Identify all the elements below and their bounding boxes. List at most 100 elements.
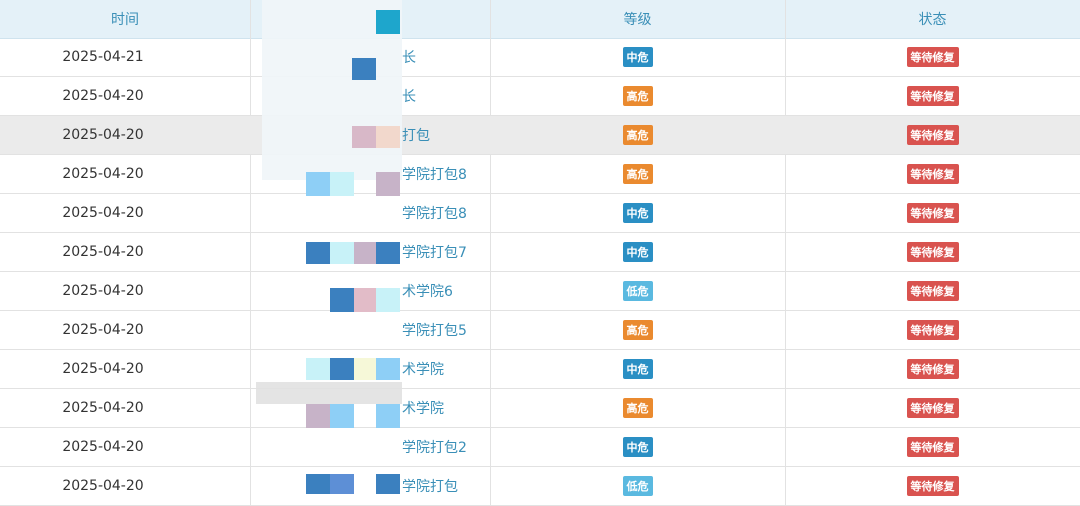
table-row: 2025-04-20 学院打包2 中危 等待修复	[0, 428, 1080, 467]
status-cell: 等待修复	[785, 194, 1080, 232]
status-cell: 等待修复	[785, 272, 1080, 310]
status-badge: 等待修复	[906, 125, 959, 145]
level-cell: 中危	[490, 233, 785, 271]
divider	[490, 0, 491, 506]
blur	[376, 358, 400, 380]
status-cell: 等待修复	[785, 311, 1080, 349]
blur	[330, 242, 354, 264]
divider	[785, 0, 786, 506]
level-cell: 高危	[490, 77, 785, 115]
status-badge: 等待修复	[906, 86, 959, 106]
blur	[306, 242, 330, 264]
level-cell: 中危	[490, 428, 785, 466]
name-cell: 长	[402, 89, 416, 105]
time-cell: 2025-04-20	[62, 244, 144, 260]
header-cell: 等级	[623, 12, 652, 28]
blur	[330, 474, 354, 494]
status-cell: 等待修复	[785, 77, 1080, 115]
blur	[352, 58, 376, 80]
level-badge: 低危	[622, 476, 653, 496]
time-cell: 2025-04-20	[62, 205, 144, 221]
level-cell: 高危	[490, 389, 785, 427]
table-row: 2025-04-20 术学院 高危 等待修复	[0, 389, 1080, 428]
time-cell: 2025-04-20	[62, 361, 144, 377]
name-cell: 学院打包2	[402, 440, 467, 456]
blur	[306, 404, 330, 428]
table-row: 2025-04-20 术学院6 低危 等待修复	[0, 272, 1080, 311]
name-cell: 打包	[402, 128, 430, 144]
time-cell: 2025-04-20	[62, 166, 144, 182]
table-row: 2025-04-20 学院打包5 高危 等待修复	[0, 311, 1080, 350]
name-cell: 学院打包5	[402, 323, 467, 339]
blur	[376, 404, 400, 428]
level-badge: 低危	[622, 281, 653, 301]
time-cell: 2025-04-20	[62, 88, 144, 104]
name-cell: 学院打包8	[402, 167, 467, 183]
status-badge: 等待修复	[906, 164, 959, 184]
status-badge: 等待修复	[906, 476, 959, 496]
level-cell: 中危	[490, 350, 785, 388]
status-cell: 等待修复	[785, 467, 1080, 505]
level-cell: 高危	[490, 311, 785, 349]
status-cell: 等待修复	[785, 389, 1080, 427]
time-cell: 2025-04-20	[62, 478, 144, 494]
level-badge: 中危	[622, 359, 653, 379]
level-cell: 低危	[490, 272, 785, 310]
table-row: 2025-04-20 学院打包7 中危 等待修复	[0, 233, 1080, 272]
status-cell: 等待修复	[785, 38, 1080, 76]
time-cell: 2025-04-21	[62, 49, 144, 65]
level-cell: 高危	[490, 116, 785, 154]
blur	[330, 358, 354, 380]
blur	[376, 172, 400, 196]
table-row: 2025-04-20 学院打包8 高危 等待修复	[0, 155, 1080, 194]
blur	[376, 242, 400, 264]
status-badge: 等待修复	[906, 242, 959, 262]
blur	[330, 288, 354, 312]
blur	[354, 288, 376, 312]
header-row	[0, 0, 1080, 39]
level-cell: 低危	[490, 467, 785, 505]
level-cell: 中危	[490, 194, 785, 232]
blur	[256, 382, 402, 404]
level-badge: 高危	[622, 125, 653, 145]
status-badge: 等待修复	[906, 281, 959, 301]
status-badge: 等待修复	[906, 398, 959, 418]
name-cell: 术学院	[402, 362, 444, 378]
table-row: 2025-04-20 长 高危 等待修复	[0, 77, 1080, 116]
table-row: 2025-04-21 长 中危 等待修复	[0, 38, 1080, 77]
time-cell: 2025-04-20	[62, 322, 144, 338]
level-badge: 高危	[622, 86, 653, 106]
table-row: 2025-04-20 学院打包8 中危 等待修复	[0, 194, 1080, 233]
level-cell: 中危	[490, 38, 785, 76]
blur	[354, 242, 376, 264]
status-cell: 等待修复	[785, 350, 1080, 388]
blur	[376, 126, 400, 148]
status-cell: 等待修复	[785, 428, 1080, 466]
status-badge: 等待修复	[906, 320, 959, 340]
header-cell: 状态	[918, 12, 947, 28]
divider	[250, 0, 251, 506]
name-cell: 学院打包7	[402, 245, 467, 261]
status-cell: 等待修复	[785, 233, 1080, 271]
level-badge: 中危	[622, 242, 653, 262]
blur	[306, 172, 330, 196]
table-row: 2025-04-20 打包 高危 等待修复	[0, 116, 1080, 155]
level-cell: 高危	[490, 155, 785, 193]
level-badge: 中危	[622, 437, 653, 457]
blur	[330, 404, 354, 428]
table-row: 2025-04-20 学院打包 低危 等待修复	[0, 467, 1080, 506]
blur	[376, 10, 400, 34]
blur	[306, 358, 330, 380]
time-cell: 2025-04-20	[62, 127, 144, 143]
status-badge: 等待修复	[906, 359, 959, 379]
name-cell: 长	[402, 50, 416, 66]
level-badge: 高危	[622, 398, 653, 418]
name-cell: 术学院	[402, 401, 444, 417]
name-cell: 术学院6	[402, 284, 453, 300]
time-cell: 2025-04-20	[62, 439, 144, 455]
name-cell: 学院打包	[402, 479, 458, 495]
level-badge: 中危	[622, 203, 653, 223]
status-cell: 等待修复	[785, 116, 1080, 154]
status-badge: 等待修复	[906, 47, 959, 67]
